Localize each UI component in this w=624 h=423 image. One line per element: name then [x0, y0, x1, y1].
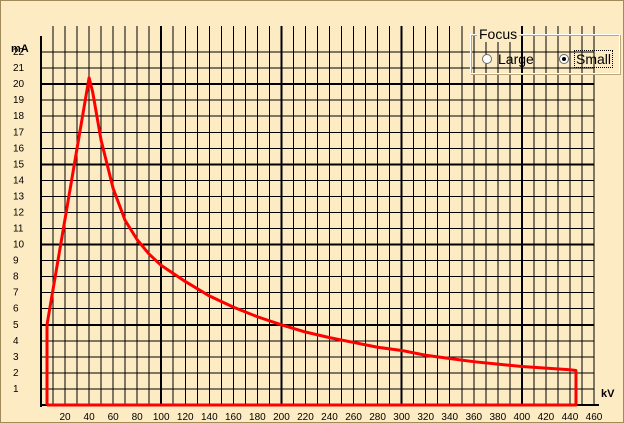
x-tick-label: 400 — [514, 412, 531, 422]
focus-small-radio[interactable]: Small — [559, 50, 614, 68]
x-tick-label: 20 — [59, 412, 71, 422]
y-tick-label: 15 — [13, 159, 25, 170]
y-tick-label: 4 — [13, 336, 19, 347]
x-tick-label: 460 — [586, 412, 603, 422]
x-tick-label: 80 — [132, 412, 144, 422]
y-tick-label: 17 — [13, 127, 25, 138]
x-tick-label: 280 — [369, 412, 386, 422]
y-tick-label: 1 — [13, 384, 19, 395]
y-tick-label: 6 — [13, 304, 19, 315]
y-tick-label: 18 — [13, 111, 25, 122]
x-tick-label: 120 — [177, 412, 194, 422]
x-tick-label: 260 — [345, 412, 362, 422]
y-tick-label: 11 — [13, 224, 24, 235]
focus-large-label: Large — [498, 51, 534, 67]
x-tick-label: 160 — [225, 412, 242, 422]
x-axis-label: kV — [601, 388, 615, 400]
x-tick-label: 220 — [297, 412, 314, 422]
y-tick-label: 9 — [13, 256, 19, 267]
y-tick-label: 13 — [13, 191, 25, 202]
x-tick-label: 180 — [249, 412, 266, 422]
x-tick-label: 320 — [417, 412, 434, 422]
power-limit-curve — [45, 76, 578, 407]
y-tick-label: 7 — [13, 288, 19, 299]
y-tick-label: 16 — [13, 143, 25, 154]
y-tick-label: 20 — [13, 79, 25, 90]
y-tick-label: 21 — [13, 63, 25, 74]
focus-large-radio[interactable]: Large — [482, 50, 534, 68]
y-tick-label: 22 — [13, 47, 25, 58]
x-tick-label: 380 — [489, 412, 506, 422]
x-tick-label: 140 — [201, 412, 218, 422]
y-tick-label: 5 — [13, 320, 19, 331]
x-tick-label: 300 — [393, 412, 410, 422]
focus-small-label: Small — [573, 50, 614, 68]
x-tick-label: 60 — [108, 412, 120, 422]
x-tick-label: 240 — [321, 412, 338, 422]
y-tick-label: 2 — [13, 368, 19, 379]
x-tick-label: 420 — [538, 412, 555, 422]
focus-groupbox — [470, 34, 620, 74]
x-tick-label: 360 — [465, 412, 482, 422]
y-tick-label: 3 — [13, 352, 19, 363]
radio-circle-icon — [482, 54, 492, 64]
y-tick-label: 19 — [13, 95, 25, 106]
x-tick-label: 40 — [84, 412, 96, 422]
y-axis-label: mA — [11, 43, 29, 55]
focus-legend: Focus — [477, 26, 520, 42]
y-tick-label: 10 — [13, 240, 25, 251]
x-tick-label: 200 — [273, 412, 290, 422]
x-tick-label: 440 — [562, 412, 579, 422]
y-tick-label: 14 — [13, 175, 25, 186]
x-tick-label: 340 — [441, 412, 458, 422]
radio-circle-selected-icon — [559, 54, 569, 64]
y-tick-label: 8 — [13, 272, 19, 283]
x-tick-label: 100 — [153, 412, 170, 422]
y-tick-label: 12 — [13, 207, 25, 218]
